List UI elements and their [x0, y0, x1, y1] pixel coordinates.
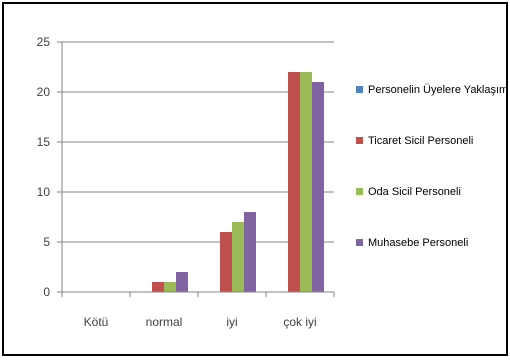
y-axis-tick-labels: 0 5 10 15 20 25: [37, 35, 51, 299]
y-tick-label: 0: [43, 285, 50, 299]
legend-label: Ticaret Sicil Personeli: [368, 135, 473, 147]
bar: [244, 212, 256, 292]
bars: [152, 72, 324, 292]
bar-chart: 0 5 10 15 20 25 Kötü normal iyi çok iyi Personel…: [37, 35, 510, 329]
x-tick-label: Kötü: [84, 315, 109, 329]
legend-swatch: [356, 137, 363, 144]
x-tick-label: iyi: [226, 315, 237, 329]
bar: [176, 272, 188, 292]
y-tick-label: 15: [37, 135, 51, 149]
x-tick-label: normal: [146, 315, 183, 329]
y-tick-label: 25: [37, 35, 51, 49]
bar: [164, 282, 176, 292]
legend: Personelin Üyelere Yaklaşımı Ticaret Sici…: [356, 84, 510, 249]
legend-swatch: [356, 188, 363, 195]
y-tick-label: 10: [37, 185, 51, 199]
bar: [288, 72, 300, 292]
bar: [220, 232, 232, 292]
legend-swatch: [356, 239, 363, 246]
bar: [232, 222, 244, 292]
axes: [57, 41, 335, 297]
y-tick-label: 5: [43, 235, 50, 249]
x-tick-label: çok iyi: [283, 315, 316, 329]
bar: [152, 282, 164, 292]
legend-label: Personelin Üyelere Yaklaşımı: [368, 84, 506, 96]
legend-label: Oda Sicil Personeli: [368, 186, 461, 198]
chart-frame: 0 5 10 15 20 25 Kötü normal iyi çok iyi Personel…: [2, 2, 510, 356]
bar: [300, 72, 312, 292]
legend-swatch: [356, 86, 363, 93]
legend-label: Muhasebe Personeli: [368, 237, 468, 249]
y-tick-label: 20: [37, 85, 51, 99]
x-axis-tick-labels: Kötü normal iyi çok iyi: [84, 315, 317, 329]
bar: [312, 82, 324, 292]
